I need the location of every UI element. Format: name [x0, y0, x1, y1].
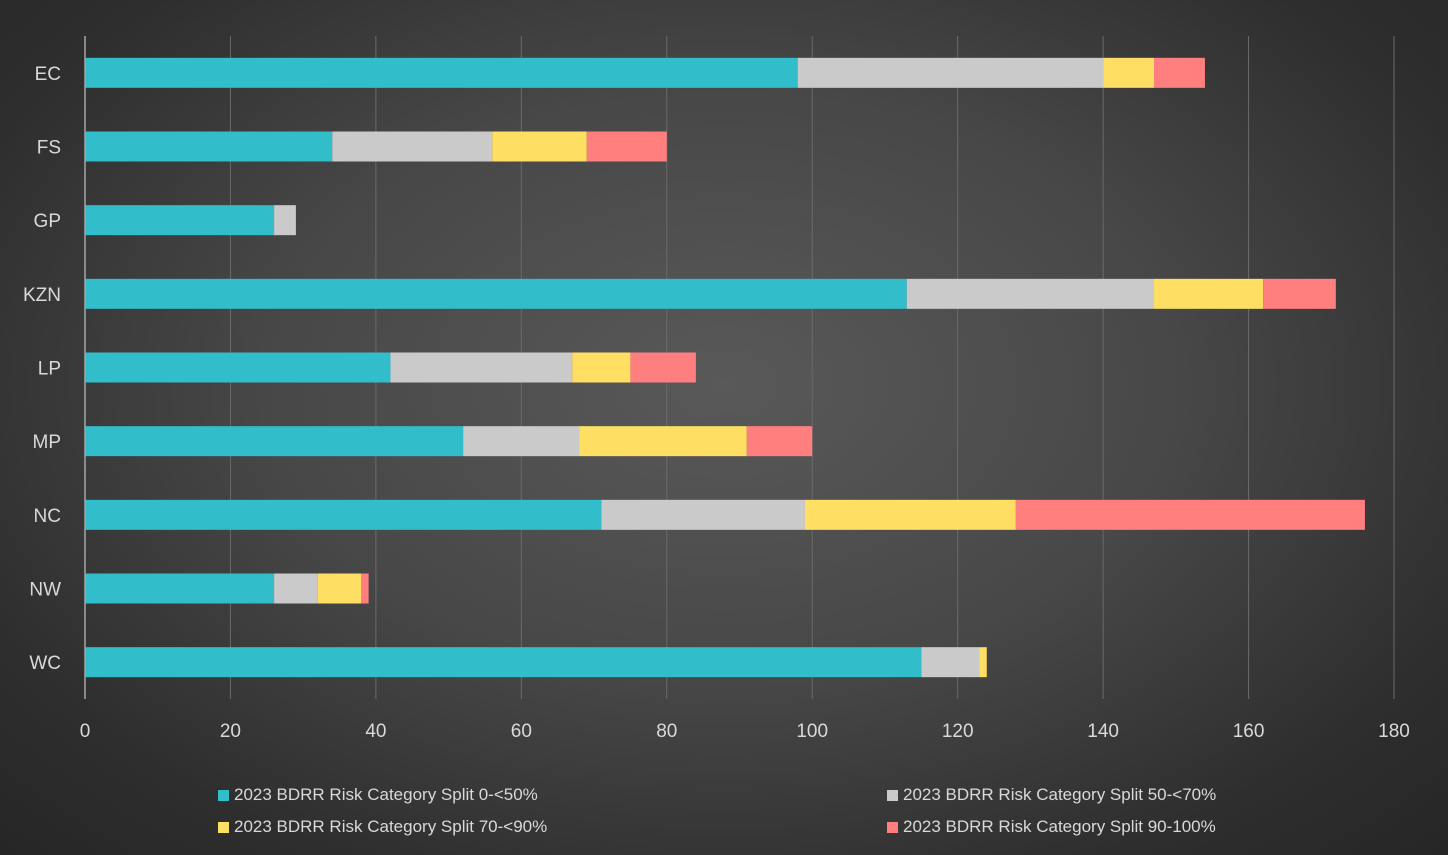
y-tick-label: NW: [29, 580, 61, 601]
bar-segment-nc-3[interactable]: [804, 499, 1016, 530]
bar-segment-kzn-1[interactable]: [85, 278, 907, 309]
bar-segment-mp-1[interactable]: [85, 426, 464, 457]
x-tick-label: 60: [511, 721, 532, 742]
bar-segment-fs-3[interactable]: [492, 131, 587, 162]
bar-segment-ec-2[interactable]: [797, 57, 1104, 88]
bar-segment-fs-4[interactable]: [586, 131, 667, 162]
bars: [85, 57, 1365, 678]
bar-segment-ec-1[interactable]: [85, 57, 798, 88]
y-tick-label: WC: [29, 653, 61, 674]
bar-segment-ec-4[interactable]: [1154, 57, 1205, 88]
bar-segment-mp-4[interactable]: [746, 426, 813, 457]
bar-segment-nw-1[interactable]: [85, 573, 275, 604]
bar-segment-nc-2[interactable]: [601, 499, 805, 530]
y-axis-labels: EC FS GP KZN LP MP NC NW WC: [23, 64, 61, 674]
bar-segment-nc-4[interactable]: [1015, 499, 1365, 530]
bar-segment-wc-3[interactable]: [979, 647, 987, 678]
bar-segment-ec-3[interactable]: [1103, 57, 1155, 88]
y-tick-label: EC: [35, 64, 61, 85]
bar-segment-kzn-3[interactable]: [1154, 278, 1264, 309]
bar-segment-wc-1[interactable]: [85, 647, 922, 678]
bar-segment-kzn-2[interactable]: [906, 278, 1155, 309]
x-tick-label: 180: [1378, 721, 1410, 742]
y-tick-label: GP: [34, 211, 61, 232]
x-tick-label: 100: [796, 721, 828, 742]
bar-segment-gp-1[interactable]: [85, 205, 275, 236]
bar-segment-wc-2[interactable]: [921, 647, 980, 678]
bar-segment-gp-2[interactable]: [274, 205, 296, 236]
x-tick-label: 160: [1233, 721, 1265, 742]
y-tick-label: KZN: [23, 285, 61, 306]
y-tick-label: FS: [37, 138, 61, 159]
bar-segment-lp-3[interactable]: [572, 352, 631, 383]
x-tick-label: 20: [220, 721, 241, 742]
bar-segment-mp-3[interactable]: [579, 426, 747, 457]
x-tick-label: 140: [1087, 721, 1119, 742]
bar-segment-mp-2[interactable]: [463, 426, 580, 457]
bar-segment-lp-4[interactable]: [630, 352, 696, 383]
y-tick-label: NC: [34, 506, 61, 527]
x-tick-label: 120: [942, 721, 974, 742]
x-axis-labels: 0 20 40 60 80 100 120 140 160 180: [80, 721, 1410, 742]
bar-segment-fs-1[interactable]: [85, 131, 333, 162]
y-tick-label: MP: [33, 432, 62, 453]
bar-segment-lp-1[interactable]: [85, 352, 391, 383]
x-tick-label: 0: [80, 721, 91, 742]
bar-segment-nc-1[interactable]: [85, 499, 602, 530]
x-tick-label: 80: [656, 721, 677, 742]
bar-segment-lp-2[interactable]: [390, 352, 573, 383]
bar-segment-fs-2[interactable]: [332, 131, 493, 162]
x-tick-label: 40: [365, 721, 386, 742]
y-tick-label: LP: [38, 359, 61, 380]
bar-segment-nw-2[interactable]: [274, 573, 318, 604]
bar-segment-nw-4[interactable]: [361, 573, 369, 604]
bar-segment-kzn-4[interactable]: [1263, 278, 1336, 309]
bar-segment-nw-3[interactable]: [317, 573, 362, 604]
